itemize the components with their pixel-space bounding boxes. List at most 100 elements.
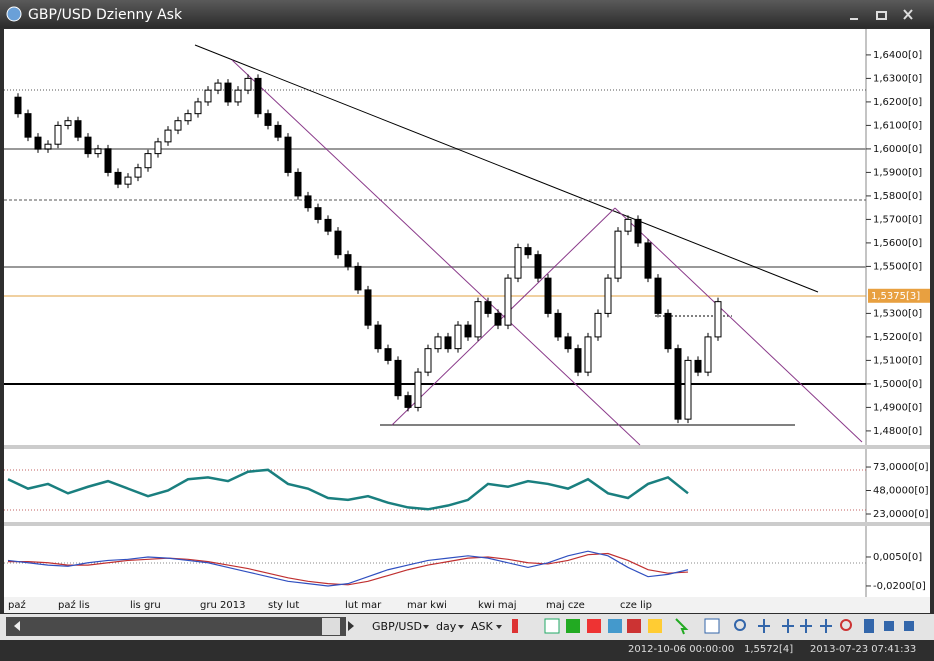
candle-tool[interactable] (512, 619, 518, 633)
trend-line (194, 44, 819, 293)
candle (384, 348, 392, 361)
candle (444, 336, 452, 350)
panel-divider (4, 522, 930, 526)
date-label: mar kwi (407, 600, 447, 611)
candle (154, 141, 162, 155)
tool-button[interactable] (627, 619, 641, 633)
zoom-tool[interactable] (734, 619, 746, 631)
candle (604, 277, 612, 314)
candle (74, 120, 82, 138)
candle (684, 359, 692, 420)
candle (224, 82, 232, 103)
candle (134, 167, 142, 178)
tick-label: 1,4800[0] (873, 426, 922, 437)
trend-line (614, 207, 863, 443)
tick-label: 1,5800[0] (873, 191, 922, 202)
candle (104, 148, 112, 173)
candle (284, 136, 292, 173)
candle (184, 113, 192, 122)
candle (194, 101, 202, 115)
candle (44, 143, 52, 150)
trend-line (391, 207, 616, 426)
scrollbar[interactable] (6, 617, 346, 636)
candle (164, 129, 172, 143)
candle (114, 171, 122, 185)
candle (204, 89, 212, 103)
side-dropdown[interactable]: ASK (471, 620, 494, 633)
tool-button[interactable] (884, 621, 894, 631)
close-button[interactable] (903, 9, 913, 20)
candle (424, 348, 432, 373)
tool-button[interactable] (587, 619, 601, 633)
candle (314, 207, 322, 220)
candle (554, 312, 562, 338)
candle (594, 312, 602, 338)
candle (254, 77, 262, 115)
candle (404, 395, 412, 408)
macd-line (7, 550, 689, 587)
candle (664, 312, 672, 350)
tick-label: 1,5600[0] (873, 238, 922, 249)
last-price-box (868, 288, 930, 303)
scroll-thumb[interactable] (322, 618, 340, 635)
scroll-right[interactable] (348, 621, 354, 631)
date-label: paź lis (58, 599, 90, 611)
period-dropdown[interactable]: day (436, 620, 457, 633)
candle (564, 336, 572, 350)
candle (514, 247, 522, 279)
tool-button[interactable] (648, 619, 662, 633)
tool-button[interactable] (566, 619, 580, 633)
date-label: cze lip (620, 600, 652, 611)
dropdown-arrow (423, 625, 429, 629)
tool-button[interactable] (864, 619, 874, 633)
tick-label: 1,5200[0] (873, 332, 922, 343)
maximize-button[interactable] (876, 11, 887, 20)
candle (364, 289, 372, 326)
candle (84, 136, 92, 155)
app-icon (6, 6, 22, 22)
candle (714, 301, 722, 338)
date-axis (4, 597, 930, 613)
candle (394, 359, 402, 397)
date-label: sty lut (268, 600, 299, 611)
candle (644, 242, 652, 279)
chart-area (4, 29, 930, 597)
zoom-tool[interactable] (840, 619, 852, 631)
tool-button[interactable] (904, 621, 914, 631)
tick-label: 1,6000[0] (873, 144, 922, 155)
status-bar (0, 640, 934, 657)
rsi-line (7, 468, 689, 511)
candle (354, 265, 362, 291)
minimize-button[interactable] (850, 18, 858, 20)
candle (304, 195, 312, 209)
tick-label: 1,6100[0] (873, 120, 922, 131)
tool-button[interactable] (704, 618, 720, 634)
tick-label: 1,5700[0] (873, 214, 922, 225)
signal-line (8, 552, 689, 586)
candle (144, 153, 152, 169)
scale-tools[interactable] (758, 619, 832, 633)
candle (454, 324, 462, 350)
candle (234, 89, 242, 103)
candle (704, 336, 712, 373)
candle (544, 277, 552, 314)
date-label: lut mar (345, 600, 382, 611)
candle (534, 254, 542, 279)
panel-divider (4, 445, 930, 449)
tick-label: 1,5900[0] (873, 167, 922, 178)
candle (264, 113, 272, 126)
cursor-tool[interactable] (675, 618, 689, 635)
candle (434, 336, 442, 350)
tool-button[interactable] (544, 618, 560, 634)
candle (24, 113, 32, 138)
candle (524, 247, 532, 256)
title-bar (0, 0, 934, 28)
candle (614, 230, 622, 279)
tool-button[interactable] (608, 619, 622, 633)
tick-label: 1,5500[0] (873, 261, 922, 272)
candle (34, 136, 42, 150)
symbol-dropdown[interactable]: GBP/USD (372, 620, 422, 633)
date-label: gru 2013 (200, 600, 245, 611)
scroll-left[interactable] (14, 621, 20, 631)
